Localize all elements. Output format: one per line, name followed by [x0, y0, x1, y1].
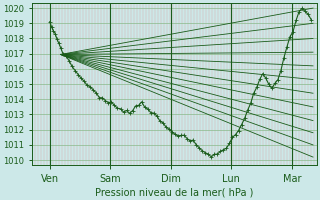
- X-axis label: Pression niveau de la mer( hPa ): Pression niveau de la mer( hPa ): [95, 187, 253, 197]
